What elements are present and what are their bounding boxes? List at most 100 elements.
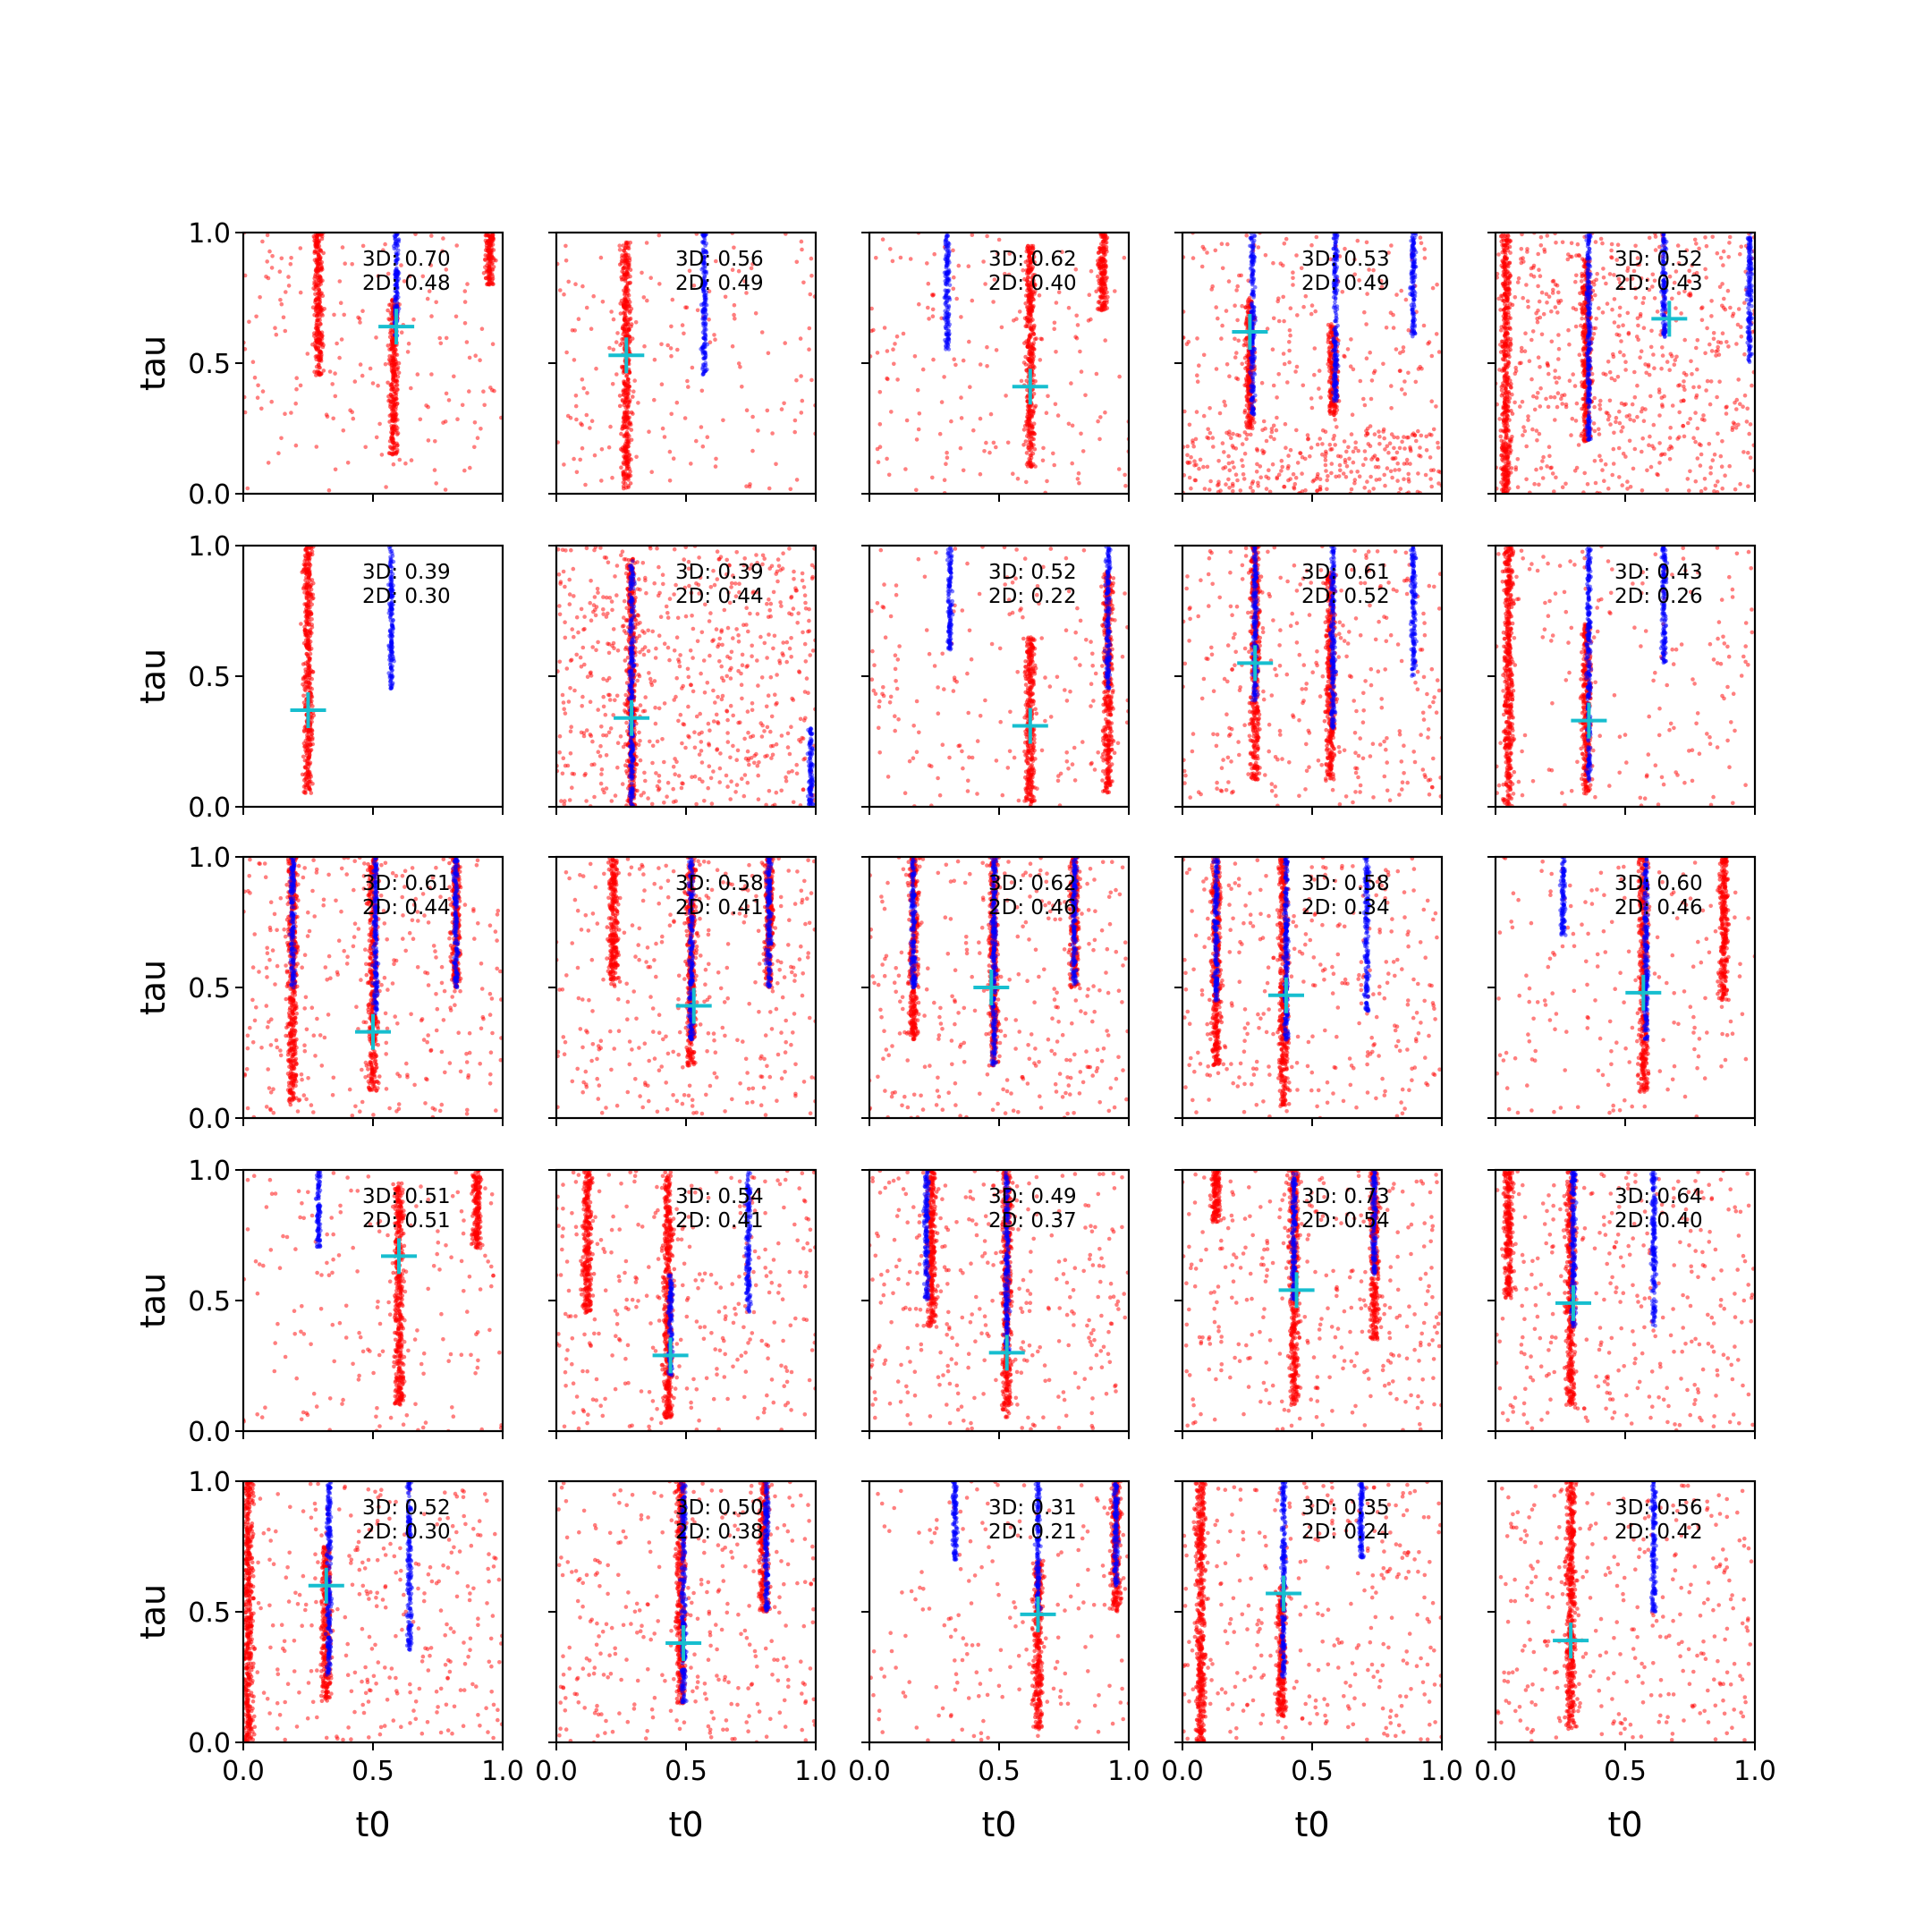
red-point — [1607, 369, 1613, 375]
red-point — [1525, 299, 1530, 304]
red-point — [622, 381, 627, 386]
red-point — [1628, 485, 1633, 489]
red-point — [256, 383, 260, 388]
blue-point — [394, 261, 399, 267]
red-point — [1733, 400, 1737, 405]
red-point — [1079, 431, 1083, 436]
red-point — [1331, 411, 1336, 415]
red-point — [1250, 488, 1255, 494]
red-point — [1185, 460, 1190, 465]
red-point — [333, 394, 338, 399]
blue-point — [701, 372, 706, 377]
red-point — [1388, 310, 1394, 316]
red-point — [1293, 369, 1298, 374]
red-point — [1104, 247, 1109, 252]
red-point — [1041, 445, 1046, 451]
blue-point — [1333, 375, 1338, 379]
red-point — [1554, 241, 1558, 245]
red-point — [766, 351, 771, 356]
blue-point — [1411, 301, 1416, 305]
red-point — [1098, 270, 1103, 275]
red-point — [392, 368, 396, 373]
red-point — [1025, 419, 1030, 424]
red-point — [994, 445, 998, 450]
red-point — [1689, 359, 1693, 364]
red-point — [331, 416, 336, 421]
red-point — [623, 318, 627, 323]
red-point — [1398, 487, 1403, 491]
red-point — [740, 385, 744, 389]
red-point — [1670, 296, 1674, 301]
red-point — [269, 399, 275, 404]
red-point — [432, 468, 437, 472]
blue-point — [1250, 350, 1255, 355]
red-point — [1401, 349, 1405, 354]
blue-point — [702, 342, 707, 346]
red-point — [1006, 272, 1012, 277]
red-point — [1742, 393, 1748, 398]
blue-point — [704, 292, 708, 298]
red-point — [1356, 448, 1360, 453]
red-point — [608, 424, 613, 429]
red-point — [1650, 444, 1655, 449]
red-point — [1625, 310, 1631, 316]
red-point — [1662, 394, 1666, 399]
red-point — [736, 268, 741, 274]
red-point — [574, 417, 579, 422]
red-point — [1383, 483, 1387, 488]
red-point — [1022, 341, 1027, 345]
red-point — [1310, 479, 1316, 484]
red-point — [1429, 484, 1434, 489]
red-point — [623, 396, 629, 402]
red-point — [794, 377, 799, 383]
red-point — [1256, 484, 1260, 488]
red-point — [1026, 311, 1031, 317]
red-point — [594, 366, 598, 371]
red-point — [1402, 462, 1407, 466]
red-point — [1030, 284, 1036, 288]
red-point — [1414, 438, 1419, 444]
red-point — [1360, 462, 1366, 468]
red-point — [1103, 263, 1107, 268]
red-point — [996, 251, 1000, 257]
red-point — [1395, 479, 1400, 483]
red-point — [809, 274, 814, 278]
red-point — [1738, 251, 1742, 257]
red-point — [1268, 435, 1274, 439]
red-point — [1612, 320, 1617, 325]
red-point — [1012, 318, 1016, 323]
target-marker — [1012, 369, 1048, 405]
red-point — [903, 467, 908, 471]
red-point — [1005, 440, 1011, 445]
red-point — [1522, 428, 1528, 434]
red-point — [640, 270, 644, 275]
blue-point — [945, 260, 949, 265]
red-point — [750, 414, 755, 419]
red-point — [622, 297, 627, 301]
red-point — [572, 358, 577, 362]
red-point — [390, 452, 394, 457]
red-point — [984, 440, 988, 445]
blue-point — [1251, 308, 1257, 313]
red-point — [1315, 442, 1320, 447]
red-point — [1538, 365, 1542, 369]
red-point — [1538, 466, 1544, 470]
red-point — [1343, 354, 1347, 360]
blue-point — [1250, 325, 1256, 330]
blue-point — [1410, 308, 1415, 312]
red-point — [1429, 353, 1435, 359]
red-point — [1623, 454, 1628, 459]
red-point — [1546, 445, 1552, 450]
red-point — [1365, 292, 1369, 296]
red-point — [1019, 378, 1024, 384]
red-point — [1638, 311, 1643, 317]
red-point — [1099, 286, 1105, 292]
blue-point — [702, 319, 707, 325]
red-point — [1191, 444, 1196, 449]
red-point — [562, 292, 566, 297]
red-point — [1519, 247, 1524, 251]
red-point — [1681, 423, 1685, 428]
red-point — [286, 284, 292, 288]
red-point — [1303, 293, 1309, 299]
